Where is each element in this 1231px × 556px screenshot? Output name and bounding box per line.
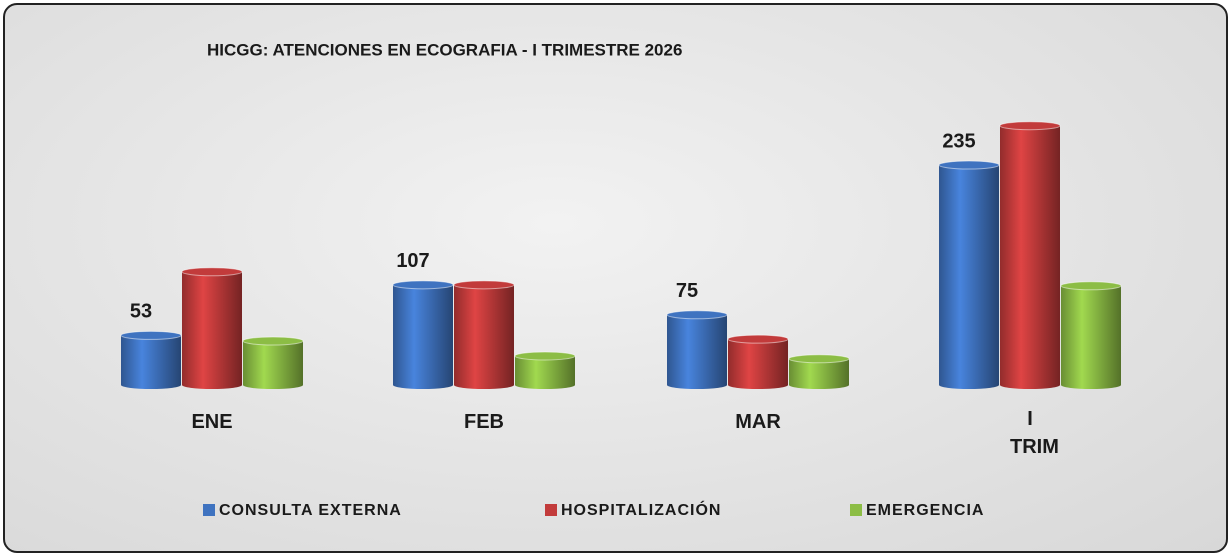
bar-top bbox=[243, 337, 303, 345]
bar-top bbox=[454, 281, 514, 289]
bar bbox=[1061, 286, 1121, 385]
bar bbox=[1000, 126, 1060, 385]
legend-swatch bbox=[850, 504, 862, 516]
chart-frame: HICGG: ATENCIONES EN ECOGRAFIA - I TRIME… bbox=[3, 3, 1228, 553]
legend-label: HOSPITALIZACIÓN bbox=[561, 500, 721, 519]
legend-swatch bbox=[545, 504, 557, 516]
bar-top bbox=[121, 331, 181, 339]
bar-top bbox=[789, 355, 849, 363]
bar bbox=[393, 285, 453, 385]
bar bbox=[182, 272, 242, 385]
legend-swatch bbox=[203, 504, 215, 516]
bar bbox=[939, 165, 999, 385]
x-tick-label: ENE bbox=[172, 408, 252, 436]
bar bbox=[243, 341, 303, 385]
chart: HICGG: ATENCIONES EN ECOGRAFIA - I TRIME… bbox=[5, 5, 1226, 551]
data-label: 235 bbox=[942, 130, 975, 152]
bar bbox=[121, 335, 181, 385]
bar-top bbox=[1061, 282, 1121, 290]
bar-top bbox=[728, 335, 788, 343]
data-label: 75 bbox=[676, 280, 698, 302]
bar-top bbox=[393, 281, 453, 289]
data-label: 53 bbox=[130, 301, 152, 323]
bar bbox=[454, 285, 514, 385]
bar-top bbox=[515, 352, 575, 360]
x-tick-label: MAR bbox=[718, 408, 798, 436]
bar bbox=[728, 339, 788, 385]
chart-title: HICGG: ATENCIONES EN ECOGRAFIA - I TRIME… bbox=[207, 40, 682, 59]
bar bbox=[667, 315, 727, 385]
x-tick-label: FEB bbox=[444, 408, 524, 436]
legend-label: EMERGENCIA bbox=[866, 502, 984, 519]
data-label: 107 bbox=[396, 250, 429, 272]
bar-top bbox=[182, 268, 242, 276]
legend-label: CONSULTA EXTERNA bbox=[219, 502, 402, 519]
bar-top bbox=[1000, 122, 1060, 130]
bar-top bbox=[667, 311, 727, 319]
bar-top bbox=[939, 161, 999, 169]
x-tick-label: I TRIM bbox=[1010, 405, 1050, 461]
